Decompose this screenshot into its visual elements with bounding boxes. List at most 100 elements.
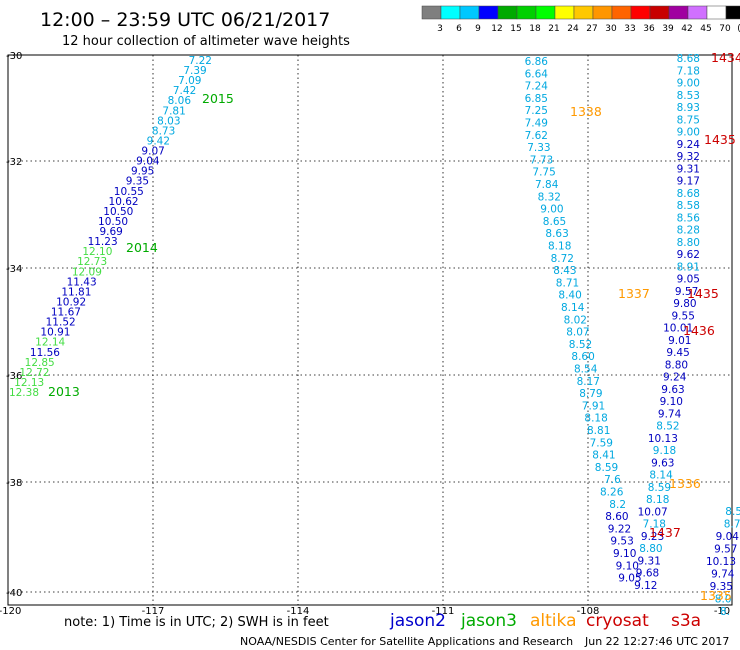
swh-value: 9.00 (677, 78, 700, 90)
legend-swatch (554, 5, 575, 20)
latitude-label: -32 (6, 157, 22, 168)
swh-value: 9.10 (616, 560, 639, 572)
swh-value: 8.59 (595, 462, 618, 474)
swh-value: 10.91 (40, 327, 70, 339)
swh-value: 9.00 (677, 127, 700, 139)
swh-value: 11.56 (30, 347, 60, 359)
swh-value: 10.13 (706, 556, 736, 568)
map-grid (7, 54, 733, 605)
swh-value: 8.32 (538, 191, 561, 203)
swh-value: 8.58 (677, 200, 700, 212)
swh-value: 8.17 (577, 376, 600, 388)
swh-value: 7.09 (178, 75, 201, 87)
swh-value: 9.42 (147, 135, 170, 147)
legend-swatch (497, 5, 518, 20)
swh-value: 7.49 (525, 118, 548, 130)
swh-value: 8.40 (558, 290, 581, 302)
swh-value: 10.50 (98, 216, 128, 228)
swh-value: 7.33 (527, 142, 550, 154)
latitude-labels: -30 -32 -34 -36 -38 -40 (6, 51, 22, 599)
swh-value: 9.35 (126, 176, 149, 188)
swh-value: 8.41 (592, 450, 615, 462)
longitude-label: -114 (287, 606, 310, 617)
swh-value: 12.10 (82, 246, 112, 258)
pass-time-label: 2015 (202, 91, 234, 106)
swh-value: 9.63 (651, 457, 674, 469)
swh-value: 9.31 (677, 163, 700, 175)
swh-value: 10.92 (56, 296, 86, 308)
legend-label: (ft) (737, 24, 740, 34)
swh-value: 9.74 (658, 408, 682, 420)
legend-swatch (421, 5, 442, 20)
swh-value: 11.52 (46, 317, 76, 329)
swh-value: 8.43 (553, 265, 576, 277)
pass-time-label: 1435 (704, 132, 736, 147)
swh-value: 11.23 (88, 236, 118, 248)
swh-value: 8.91 (677, 261, 700, 273)
longitude-label: -111 (432, 606, 455, 617)
legend-swatch (706, 5, 727, 20)
latitude-label: -34 (6, 264, 22, 275)
swh-value: 8.18 (646, 494, 669, 506)
swh-value: 12.38 (9, 387, 39, 399)
swh-value: 12.85 (25, 357, 55, 369)
swh-value: 7.81 (162, 105, 185, 117)
longitude-labels: -120 -117 -114 -111 -108 -10 (0, 606, 730, 617)
legend-swatch (630, 5, 651, 20)
latitude-label: -40 (6, 588, 22, 599)
swh-value: 7.18 (677, 65, 700, 77)
legend-label: 9 (475, 24, 481, 34)
pass-time-label: 2013 (48, 384, 80, 399)
swh-value: 7.24 (525, 81, 549, 93)
swh-value: 8.93 (677, 102, 700, 114)
swh-value: 9.22 (608, 523, 631, 535)
legend-swatch (687, 5, 708, 20)
swh-value: 9.05 (677, 274, 700, 286)
swh-value: 8.7 (724, 519, 740, 531)
swh-value: 8.2 (609, 499, 626, 511)
swh-value: 9.68 (636, 568, 659, 580)
legend-label: 42 (681, 24, 692, 34)
swh-value: 12.73 (77, 256, 107, 268)
swh-value: 9.57 (675, 286, 698, 298)
swh-value: 8.0 (715, 594, 732, 606)
pass-time-label: 2014 (126, 240, 158, 255)
swh-value: 7.6 (604, 474, 621, 486)
track-middle: 6.866.647.246.857.257.497.627.337.737.75… (525, 56, 642, 585)
swh-value: 8.54 (574, 364, 598, 376)
legend-swatch (611, 5, 632, 20)
swh-value: 8.14 (561, 302, 585, 314)
swh-value: 12.13 (14, 377, 44, 389)
swh-value: 12.09 (72, 266, 102, 278)
swh-value: 8. (720, 606, 730, 618)
legend-label: 3 (437, 24, 443, 34)
swh-value: 9.69 (99, 226, 122, 238)
longitude-label: -108 (577, 606, 600, 617)
swh-value: 8.06 (168, 95, 192, 107)
legend-swatch (478, 5, 499, 20)
swh-value: 12.14 (35, 337, 65, 349)
swh-value: 7.91 (582, 400, 605, 412)
swh-value: 8.68 (677, 188, 700, 200)
swh-value: 9.95 (131, 166, 154, 178)
satellite-name: jason2 (389, 611, 446, 631)
legend-label: 39 (662, 24, 674, 34)
swh-value: 7.42 (173, 85, 196, 97)
legend-label: 24 (567, 24, 579, 34)
swh-value: 10.55 (114, 186, 144, 198)
legend-swatch (573, 5, 594, 20)
swh-value: 8.60 (605, 511, 628, 523)
swh-value: 9.07 (141, 146, 164, 158)
swh-value: 8.18 (548, 241, 571, 253)
swh-value: 8.80 (639, 543, 662, 555)
swh-value: 8.14 (649, 470, 673, 482)
pass-time-label: 1437 (649, 525, 681, 540)
swh-value: 8.79 (579, 388, 602, 400)
legend-label: 21 (548, 24, 559, 34)
pass-time-label: 1336 (669, 476, 701, 491)
swh-value: 9.74 (711, 569, 735, 581)
swh-value: 8.72 (551, 253, 574, 265)
swh-value: 8.07 (566, 327, 589, 339)
